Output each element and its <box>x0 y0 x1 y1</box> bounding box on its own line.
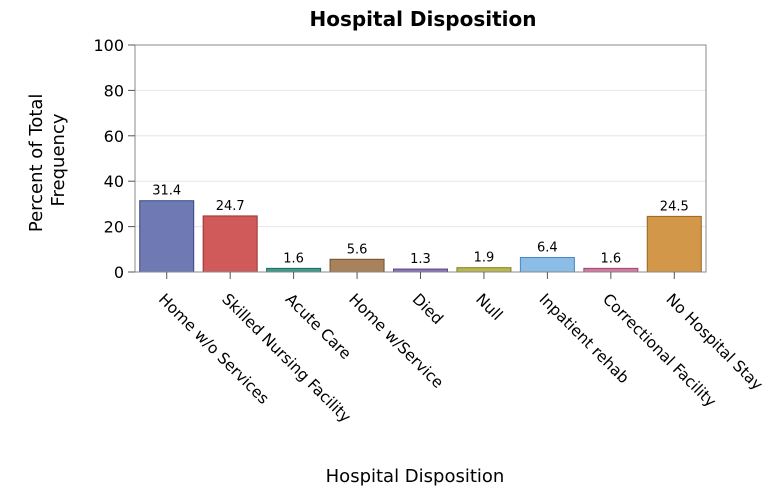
bar <box>202 215 258 273</box>
bar <box>646 215 702 273</box>
gridlines <box>135 89 706 228</box>
data-label: 5.6 <box>347 242 368 257</box>
y-tick-label: 80 <box>104 81 124 100</box>
bar <box>583 267 639 273</box>
y-axis-label-line-1: Percent of Total <box>26 94 47 233</box>
x-tick-label: Null <box>472 290 506 324</box>
data-label: 31.4 <box>152 184 181 199</box>
y-tick-label: 20 <box>104 218 124 237</box>
x-axis-label: Hospital Disposition <box>326 466 505 487</box>
bar <box>519 256 575 273</box>
data-label: 1.3 <box>410 252 431 267</box>
bars: 31.4 24.7 1.6 5.6 1.3 1.9 6.4 1.6 24.5 <box>139 184 702 273</box>
data-label: 6.4 <box>537 240 558 255</box>
y-axis-label-line-2: Frequency <box>48 113 69 206</box>
y-axis-label: Percent of Total Frequency <box>26 88 69 232</box>
x-tick-label: Skilled Nursing Facility <box>218 290 354 426</box>
chart-title: Hospital Disposition <box>309 7 536 31</box>
x-tick-label: Died <box>409 290 447 328</box>
x-tick-label: Correctional Facility <box>599 290 720 411</box>
data-label: 24.7 <box>216 199 245 214</box>
bar <box>456 267 512 273</box>
y-tick-label: 40 <box>104 172 124 191</box>
data-label: 1.6 <box>600 251 621 266</box>
bar <box>266 267 322 273</box>
x-tick-label: Home w/o Services <box>155 290 273 408</box>
y-tick-label: 60 <box>104 127 124 146</box>
data-label: 24.5 <box>660 199 689 214</box>
data-label: 1.6 <box>283 251 304 266</box>
y-tick-label: 100 <box>93 36 124 55</box>
bar <box>139 200 195 273</box>
data-label: 1.9 <box>474 251 495 266</box>
y-tick-label: 0 <box>114 263 124 282</box>
y-axis: 0 20 40 60 80 100 <box>93 36 135 282</box>
bar <box>329 258 385 273</box>
